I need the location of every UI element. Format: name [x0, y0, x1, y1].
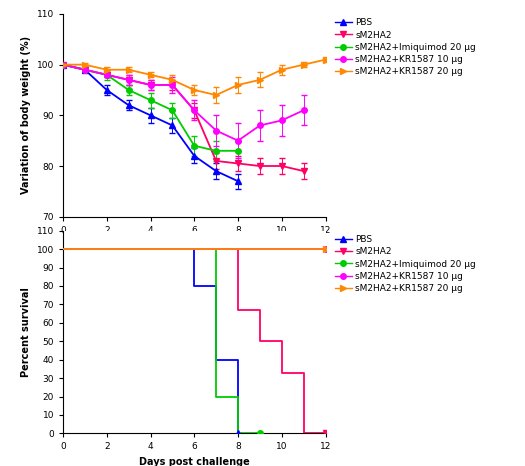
- X-axis label: Days post challenge: Days post challenge: [139, 240, 249, 250]
- Y-axis label: Variation of body weight (%): Variation of body weight (%): [21, 36, 31, 194]
- X-axis label: Days post challenge: Days post challenge: [139, 457, 249, 466]
- Legend: PBS, sM2HA2, sM2HA2+Imiquimod 20 μg, sM2HA2+KR1587 10 μg, sM2HA2+KR1587 20 μg: PBS, sM2HA2, sM2HA2+Imiquimod 20 μg, sM2…: [335, 235, 476, 293]
- Legend: PBS, sM2HA2, sM2HA2+Imiquimod 20 μg, sM2HA2+KR1587 10 μg, sM2HA2+KR1587 20 μg: PBS, sM2HA2, sM2HA2+Imiquimod 20 μg, sM2…: [335, 19, 476, 76]
- Y-axis label: Percent survival: Percent survival: [21, 287, 31, 377]
